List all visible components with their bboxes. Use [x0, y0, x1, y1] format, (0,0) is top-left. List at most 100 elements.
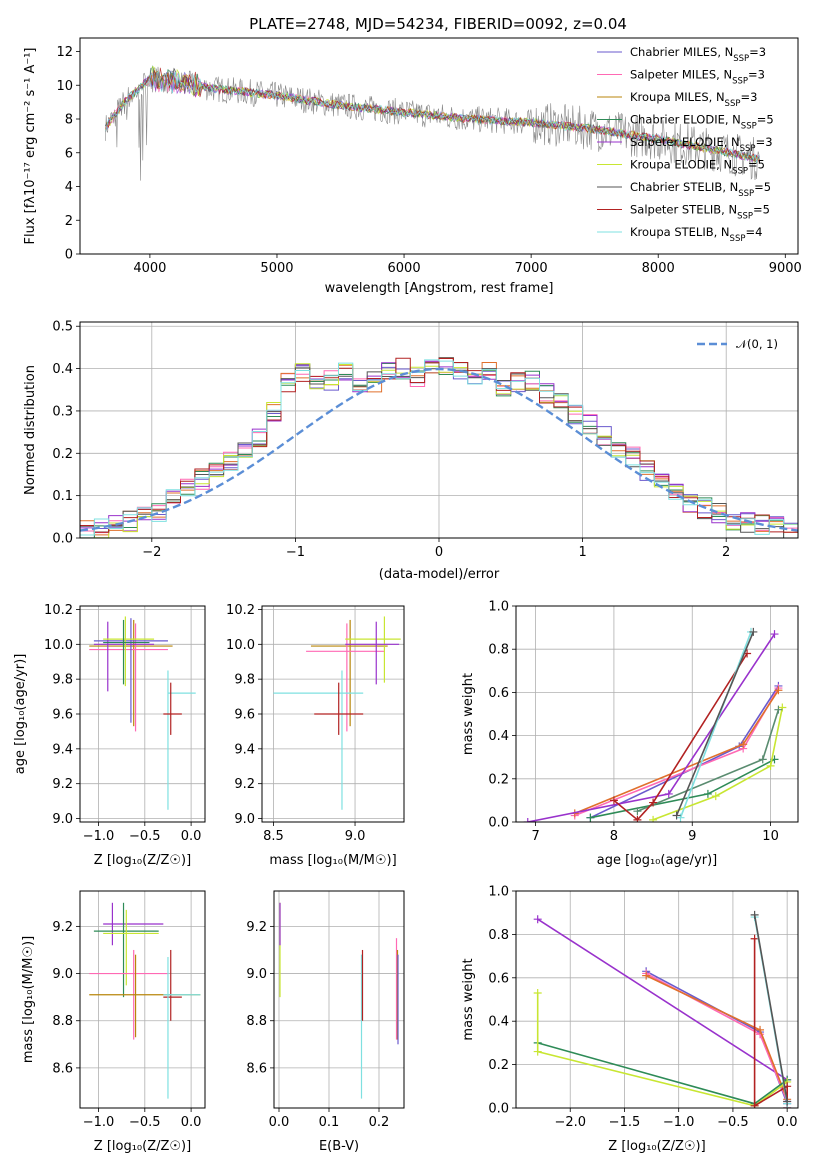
legend-label: Kroupa ELODIE, NSSP=5	[630, 158, 765, 177]
legend-label: Chabrier ELODIE, NSSP=5	[630, 113, 774, 132]
y-tick-label: 9.8	[52, 673, 73, 688]
x-tick-label: 8.5	[263, 829, 284, 844]
plus-marker	[750, 910, 759, 919]
axes-frame	[79, 605, 206, 823]
figure-title: PLATE=2748, MJD=54234, FIBERID=0092, z=0…	[249, 15, 627, 33]
x-tick-label: −1.0	[663, 1115, 695, 1130]
x-tick-label: 2	[722, 545, 730, 560]
y-tick-label: 0.0	[488, 816, 509, 831]
x-tick-label: 5000	[260, 261, 293, 276]
x-tick-label: −1	[286, 545, 305, 560]
mass-weight-line	[574, 687, 780, 817]
y-tick-label: 8	[65, 113, 73, 128]
y-axis-label: mass weight	[461, 673, 476, 755]
legend-label: Salpeter STELIB, NSSP=5	[630, 203, 770, 222]
mass-weight-line	[753, 914, 788, 1102]
axes-frame	[79, 321, 799, 539]
mass-weight-line	[645, 974, 788, 1100]
plus-marker	[783, 1097, 792, 1106]
x-tick-label: −0.5	[717, 1115, 749, 1130]
axes-frame	[79, 890, 206, 1109]
plot-area	[80, 357, 798, 538]
x-tick-label: 8000	[642, 261, 675, 276]
y-tick-label: 0	[65, 248, 73, 263]
y-axis-label: mass [log₁₀(M/M☉)]	[21, 936, 36, 1063]
x-tick-label: 9	[688, 829, 696, 844]
plot-area	[533, 910, 792, 1108]
x-tick-label: −2.0	[554, 1115, 586, 1130]
axes-frame	[515, 605, 799, 823]
mass-weight-line	[679, 631, 752, 818]
panel-mass-weight-vs-Z: −2.0 −1.5 −1.0 −0.5 0.0 0.0 0.2 0.4 0.6 0.8 1.0 Z […	[461, 885, 799, 1154]
x-tick-label: −1.0	[83, 1115, 115, 1130]
y-tick-label: 12	[56, 45, 73, 60]
y-tick-label: 0.5	[52, 320, 73, 335]
mass-weight-line	[537, 918, 788, 1108]
y-tick-label: 8.8	[246, 1014, 267, 1029]
y-tick-label: 9.4	[234, 742, 255, 757]
plus-marker	[533, 1047, 542, 1056]
plus-marker	[523, 818, 532, 822]
mass-weight-line	[652, 707, 784, 821]
y-tick-label: 0.2	[488, 772, 509, 787]
x-axis-label: Z [log₁₀(Z/Z☉)]	[94, 853, 191, 868]
y-tick-label: 9.2	[246, 920, 267, 935]
mass-weight-line	[613, 653, 748, 821]
mass-weight-line	[645, 972, 788, 1102]
plus-marker	[649, 798, 658, 807]
y-tick-label: 9.2	[52, 777, 73, 792]
x-tick-label: 0.0	[181, 829, 202, 844]
x-tick-label: 4000	[133, 261, 166, 276]
y-tick-label: 4	[65, 180, 73, 195]
y-tick-label: 9.6	[234, 708, 255, 723]
panel-mass-vs-EBV: 0.0 0.1 0.2 8.6 8.8 9.0 9.2 E(B-V)	[246, 890, 405, 1154]
y-tick-label: 9.8	[234, 673, 255, 688]
axes-frame	[261, 605, 405, 823]
plot-area	[523, 627, 787, 822]
plot-area	[105, 65, 760, 181]
x-tick-label: −0.5	[129, 829, 161, 844]
legend: Chabrier MILES, NSSP=3 Salpeter MILES, NS…	[597, 45, 774, 244]
model-spectrum-line	[105, 71, 760, 163]
panel-age-vs-mass: 8.5 9.0 9.0 9.2 9.4 9.6 9.8 10.0 10.2 mass [log₁₀…	[226, 603, 405, 868]
mass-weight-line	[527, 633, 776, 822]
y-tick-label: 10.2	[44, 603, 73, 618]
x-tick-label: 10	[762, 829, 779, 844]
panel-residual-histogram: −2 −1 0 1 2 0.0 0.1 0.2 0.3 0.4 0.5 (data-model)/er…	[23, 320, 799, 582]
histogram-step-line	[80, 359, 798, 536]
plus-marker	[758, 755, 767, 764]
plus-marker	[609, 796, 618, 805]
x-tick-label: 1	[578, 545, 586, 560]
plus-marker	[633, 807, 642, 816]
legend: 𝒩(0, 1)	[697, 337, 778, 351]
plus-marker	[642, 971, 651, 980]
y-tick-label: 1.0	[488, 885, 509, 900]
x-tick-label: 0.0	[777, 1115, 798, 1130]
plus-marker	[586, 813, 595, 822]
axes-frame	[79, 37, 799, 255]
plus-marker	[774, 686, 783, 695]
plot-area	[89, 902, 201, 1099]
y-tick-label: 0.2	[52, 447, 73, 462]
plot-area	[89, 616, 196, 810]
plot-area	[273, 616, 401, 810]
x-tick-label: 9.0	[345, 829, 366, 844]
plus-marker	[533, 988, 542, 997]
panel-mass-weight-vs-age: 7 8 9 10 0.0 0.2 0.4 0.6 0.8 1.0 age [log₁₀(age/yr…	[461, 600, 799, 868]
x-axis-label: Z [log₁₀(Z/Z☉)]	[608, 1139, 705, 1154]
y-tick-label: 8.6	[52, 1061, 73, 1076]
y-tick-label: 10.0	[226, 638, 255, 653]
x-tick-label: −0.5	[129, 1115, 161, 1130]
axes-frame	[515, 890, 799, 1109]
y-axis-label: age [log₁₀(age/yr)]	[13, 654, 28, 775]
y-tick-label: 0.2	[488, 1058, 509, 1073]
y-tick-label: 8.6	[246, 1061, 267, 1076]
y-tick-label: 0.1	[52, 489, 73, 504]
y-tick-label: 9.0	[234, 812, 255, 827]
y-tick-label: 9.2	[234, 777, 255, 792]
plus-marker	[672, 811, 681, 820]
y-tick-label: 0.4	[488, 1015, 509, 1030]
plus-marker	[778, 703, 787, 712]
x-axis-label: Z [log₁₀(Z/Z☉)]	[94, 1139, 191, 1154]
